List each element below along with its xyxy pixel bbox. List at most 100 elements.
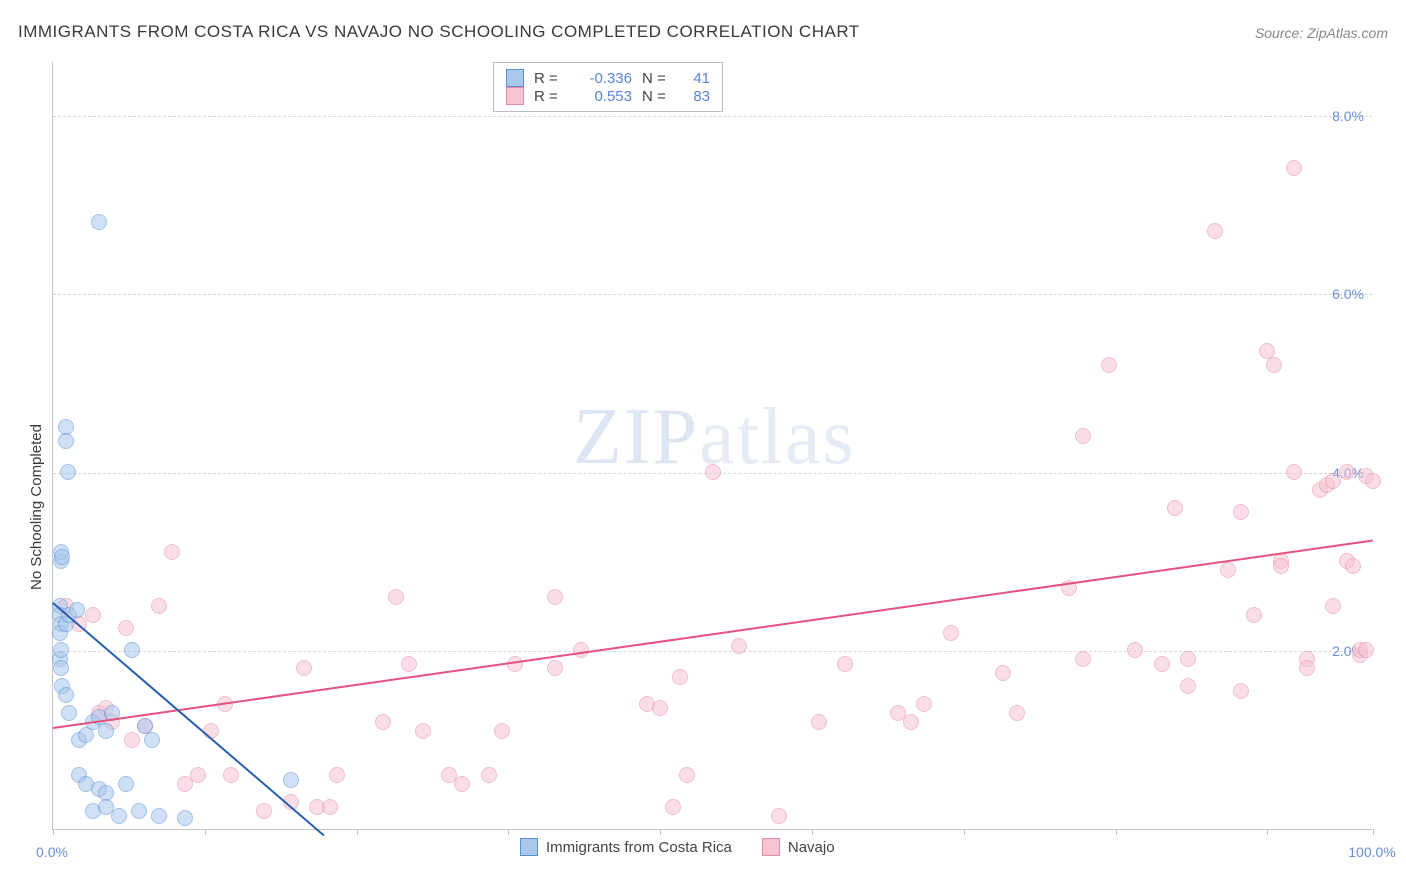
marker-costa-rica <box>98 799 114 815</box>
marker-navajo <box>322 799 338 815</box>
marker-navajo <box>1180 651 1196 667</box>
marker-costa-rica <box>177 810 193 826</box>
marker-navajo <box>672 669 688 685</box>
marker-navajo <box>329 767 345 783</box>
y-axis-title: No Schooling Completed <box>28 424 45 590</box>
marker-costa-rica <box>53 660 69 676</box>
marker-navajo <box>1325 598 1341 614</box>
x-tick <box>53 829 54 835</box>
marker-costa-rica <box>124 642 140 658</box>
marker-navajo <box>203 723 219 739</box>
marker-costa-rica <box>58 433 74 449</box>
stats-legend-box: R = -0.336 N = 41 R = 0.553 N = 83 <box>493 62 723 112</box>
x-tick <box>812 829 813 835</box>
marker-navajo <box>481 767 497 783</box>
marker-navajo <box>85 607 101 623</box>
marker-navajo <box>731 638 747 654</box>
marker-navajo <box>1180 678 1196 694</box>
marker-navajo <box>1345 558 1361 574</box>
marker-navajo <box>1273 558 1289 574</box>
marker-costa-rica <box>69 602 85 618</box>
marker-navajo <box>1167 500 1183 516</box>
marker-navajo <box>190 767 206 783</box>
marker-costa-rica <box>144 732 160 748</box>
marker-navajo <box>1266 357 1282 373</box>
marker-costa-rica <box>58 687 74 703</box>
legend-item-costa-rica: Immigrants from Costa Rica <box>520 838 732 856</box>
marker-navajo <box>1339 464 1355 480</box>
marker-navajo <box>1220 562 1236 578</box>
n-value-costa-rica: 41 <box>682 70 710 87</box>
marker-costa-rica <box>54 549 70 565</box>
marker-costa-rica <box>151 808 167 824</box>
marker-navajo <box>454 776 470 792</box>
r-value-navajo: 0.553 <box>574 88 632 105</box>
marker-navajo <box>1207 223 1223 239</box>
marker-navajo <box>1075 428 1091 444</box>
x-tick <box>357 829 358 835</box>
marker-navajo <box>1246 607 1262 623</box>
marker-navajo <box>1358 642 1374 658</box>
marker-navajo <box>665 799 681 815</box>
marker-navajo <box>415 723 431 739</box>
x-tick <box>1267 829 1268 835</box>
swatch-costa-rica <box>506 69 524 87</box>
marker-navajo <box>296 660 312 676</box>
x-tick-label-left: 0.0% <box>36 844 68 860</box>
y-tick-label: 8.0% <box>1332 108 1364 124</box>
marker-navajo <box>547 660 563 676</box>
marker-navajo <box>124 732 140 748</box>
marker-navajo <box>1101 357 1117 373</box>
watermark-bold: ZIP <box>573 393 699 481</box>
stats-row-costa-rica: R = -0.336 N = 41 <box>506 69 710 87</box>
swatch-navajo <box>506 87 524 105</box>
marker-navajo <box>223 767 239 783</box>
stats-row-navajo: R = 0.553 N = 83 <box>506 87 710 105</box>
watermark-light: atlas <box>699 393 856 481</box>
x-tick <box>205 829 206 835</box>
marker-navajo <box>401 656 417 672</box>
n-value-navajo: 83 <box>682 88 710 105</box>
bottom-legend: Immigrants from Costa Rica Navajo <box>520 838 835 856</box>
trendline-navajo <box>53 540 1373 730</box>
gridline-h <box>53 651 1372 652</box>
x-tick <box>508 829 509 835</box>
x-tick <box>1116 829 1117 835</box>
legend-label-costa-rica: Immigrants from Costa Rica <box>546 839 732 856</box>
legend-swatch-costa-rica <box>520 838 538 856</box>
marker-navajo <box>1286 464 1302 480</box>
r-label: R = <box>534 88 564 105</box>
y-tick-label: 6.0% <box>1332 286 1364 302</box>
marker-navajo <box>1286 160 1302 176</box>
marker-navajo <box>771 808 787 824</box>
legend-label-navajo: Navajo <box>788 839 835 856</box>
marker-navajo <box>1127 642 1143 658</box>
marker-navajo <box>1009 705 1025 721</box>
n-label: N = <box>642 70 672 87</box>
marker-navajo <box>494 723 510 739</box>
chart-title: IMMIGRANTS FROM COSTA RICA VS NAVAJO NO … <box>18 22 860 42</box>
marker-navajo <box>1075 651 1091 667</box>
marker-navajo <box>1154 656 1170 672</box>
marker-navajo <box>388 589 404 605</box>
plot-area: ZIPatlas R = -0.336 N = 41 R = 0.553 N =… <box>52 62 1372 830</box>
marker-costa-rica <box>98 723 114 739</box>
marker-navajo <box>995 665 1011 681</box>
marker-navajo <box>903 714 919 730</box>
marker-navajo <box>256 803 272 819</box>
marker-navajo <box>811 714 827 730</box>
marker-navajo <box>164 544 180 560</box>
gridline-h <box>53 294 1372 295</box>
marker-navajo <box>943 625 959 641</box>
marker-costa-rica <box>91 214 107 230</box>
marker-navajo <box>916 696 932 712</box>
marker-costa-rica <box>61 705 77 721</box>
marker-navajo <box>837 656 853 672</box>
x-tick-label-right: 100.0% <box>1348 844 1395 860</box>
marker-navajo <box>1299 660 1315 676</box>
marker-navajo <box>705 464 721 480</box>
marker-navajo <box>547 589 563 605</box>
marker-costa-rica <box>60 464 76 480</box>
gridline-h <box>53 116 1372 117</box>
marker-navajo <box>118 620 134 636</box>
